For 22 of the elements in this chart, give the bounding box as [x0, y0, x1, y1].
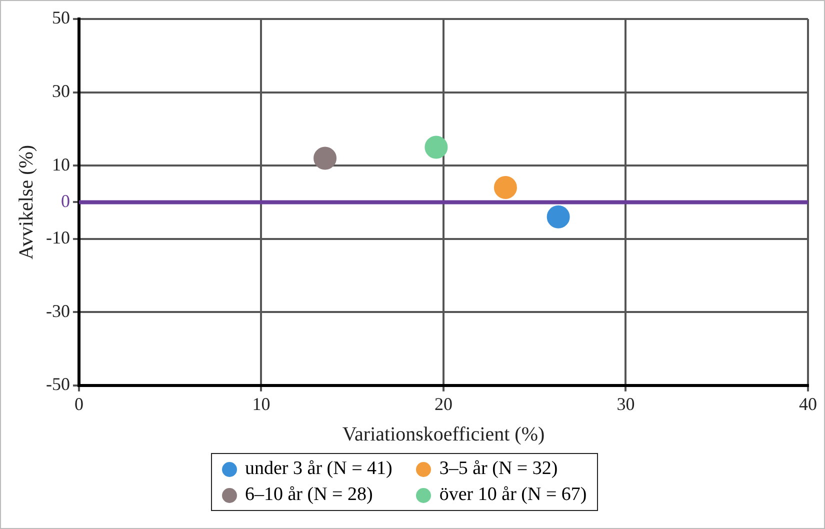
legend-label: under 3 år (N = 41): [245, 458, 392, 480]
y-tick-label: 10: [52, 154, 70, 174]
point: [314, 146, 337, 170]
x-tick-label: 10: [252, 394, 270, 414]
y-axis-title: Avvikelse (%): [15, 144, 38, 260]
legend-label: över 10 år (N = 67): [439, 484, 587, 506]
y-tick-label: -10: [46, 228, 70, 248]
y-tick-label: 30: [52, 81, 70, 102]
legend-label: 3–5 år (N = 32): [439, 458, 558, 480]
y-tick-label: -30: [46, 300, 70, 321]
point: [494, 176, 517, 200]
x-tick-label: 40: [799, 394, 817, 414]
legend-label: 6–10 år (N = 28): [245, 484, 373, 506]
point: [546, 205, 570, 228]
y-tick-label: 50: [52, 8, 70, 28]
point: [424, 136, 448, 159]
x-tick-label: 30: [616, 394, 635, 414]
x-tick-label: 20: [434, 394, 452, 414]
y-tick-label: -50: [46, 374, 70, 394]
x-tick-label: 0: [74, 394, 84, 414]
x-axis-title: Variationskoefficient (%): [342, 423, 545, 446]
y-tick-label: 0: [60, 190, 70, 211]
